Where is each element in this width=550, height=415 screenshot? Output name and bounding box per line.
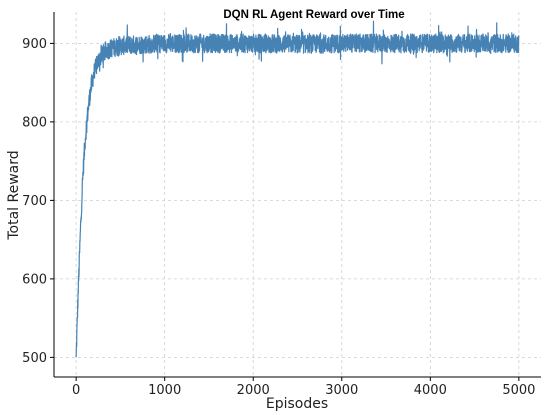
y-tick-label: 500 [22, 351, 47, 366]
x-tick-label: 3000 [325, 383, 358, 398]
x-tick-label: 0 [72, 383, 80, 398]
x-tick-label: 1000 [148, 383, 181, 398]
y-axis-label: Total Reward [6, 150, 22, 240]
axes [53, 12, 541, 378]
ticks: 0 1000 2000 3000 4000 5000 500 600 700 800 900 [22, 37, 535, 398]
series-layer [75, 20, 520, 358]
y-tick-label: 700 [22, 194, 47, 209]
series-line-0 [75, 20, 520, 358]
x-tick-label: 2000 [237, 383, 270, 398]
chart-title: DQN RL Agent Reward over Time [223, 9, 404, 21]
grid [54, 12, 541, 377]
x-axis-label: Episodes [266, 396, 328, 412]
x-tick-label: 4000 [414, 383, 447, 398]
y-tick-label: 900 [22, 37, 47, 52]
y-tick-label: 600 [22, 272, 47, 287]
y-tick-label: 800 [22, 115, 47, 130]
x-tick-label: 5000 [502, 383, 535, 398]
